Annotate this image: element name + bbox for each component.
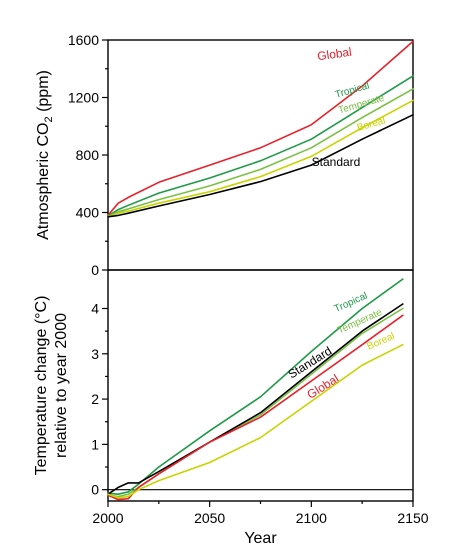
x-tick-label: 2100 bbox=[296, 510, 327, 526]
y-axis-label-line2: relative to year 2000 bbox=[53, 313, 70, 458]
series-line-tropical bbox=[107, 278, 404, 496]
y-tick-label: 0 bbox=[91, 262, 99, 278]
y-axis-label: Atmospheric CO2 (ppm) bbox=[35, 70, 55, 240]
y-tick-label: 4 bbox=[91, 301, 99, 317]
x-tick-label: 2000 bbox=[92, 510, 123, 526]
series-line-standard bbox=[107, 303, 404, 496]
series-label-global: Global bbox=[316, 45, 352, 64]
series-label-tropical: Tropical bbox=[333, 291, 370, 315]
series-line-tropical bbox=[107, 75, 414, 217]
y-axis-label: Temperature change (°C) bbox=[33, 296, 50, 476]
x-axis-label: Year bbox=[244, 530, 277, 547]
series-line-temperate bbox=[107, 307, 404, 498]
y-tick-label: 0 bbox=[91, 482, 99, 498]
x-tick-label: 2050 bbox=[194, 510, 225, 526]
y-tick-label: 1600 bbox=[68, 32, 99, 48]
y-tick-label: 3 bbox=[91, 346, 99, 362]
series-line-boreal bbox=[107, 99, 414, 218]
series-line-standard bbox=[107, 114, 414, 218]
y-tick-label: 2 bbox=[91, 391, 99, 407]
series-line-boreal bbox=[107, 343, 404, 499]
y-tick-label: 1200 bbox=[68, 90, 99, 106]
series-line-temperate bbox=[107, 88, 414, 218]
series-label-standard: Standard bbox=[312, 155, 361, 169]
x-tick-label: 2150 bbox=[397, 510, 428, 526]
y-tick-label: 800 bbox=[76, 147, 100, 163]
plot-frame bbox=[107, 39, 414, 271]
series-line-global bbox=[107, 314, 404, 501]
series-line-global bbox=[107, 40, 414, 217]
y-tick-label: 400 bbox=[76, 205, 100, 221]
y-tick-label: 1 bbox=[91, 436, 99, 452]
